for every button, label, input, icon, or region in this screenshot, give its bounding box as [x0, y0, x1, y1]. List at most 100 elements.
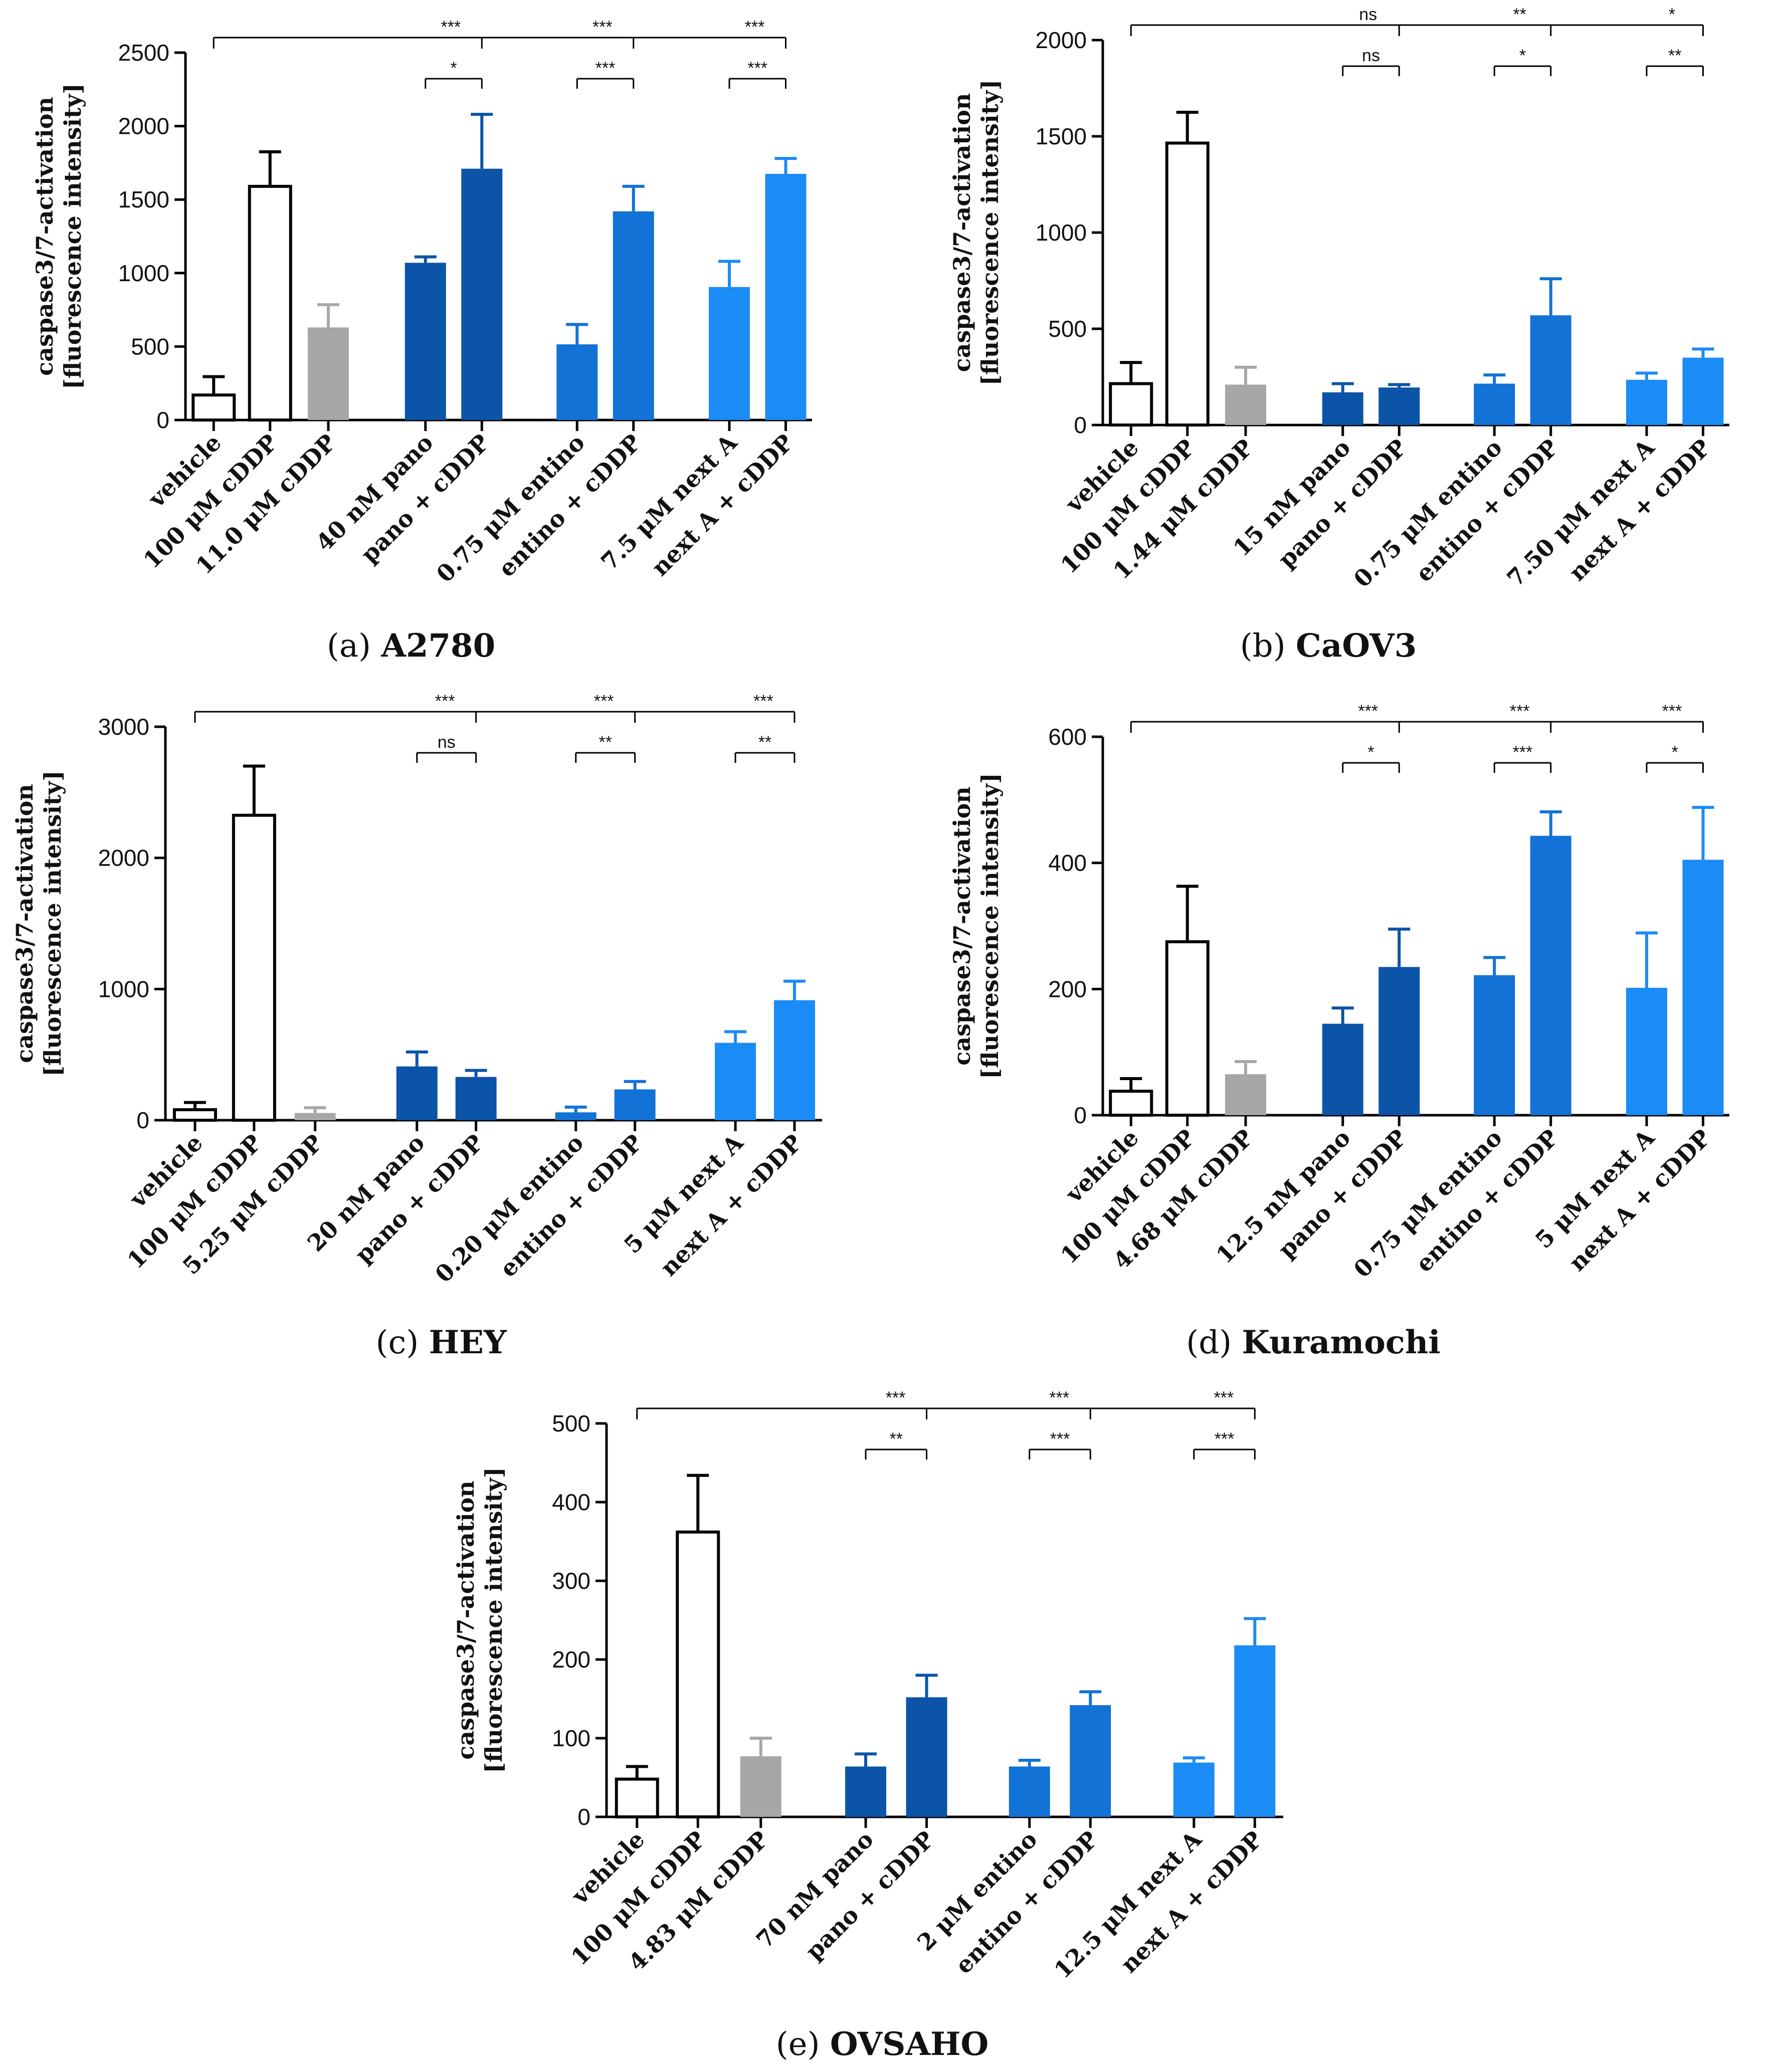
significance-label-pair: * [1519, 46, 1526, 65]
caption-letter: (a) [327, 628, 381, 665]
caption-letter: (d) [1186, 1324, 1242, 1361]
y-tick-label: 3000 [98, 714, 149, 740]
bar-1-44-m-cddp [1225, 384, 1266, 425]
bar-next-a-cddp [765, 173, 807, 420]
bar-15-nm-pano [1322, 392, 1363, 425]
significance-label-top: *** [753, 692, 773, 711]
panel-caption: (a) A2780 [327, 627, 495, 665]
bar-100-m-cddp [248, 184, 292, 422]
y-axis-title: caspase3/7-activation [31, 97, 58, 376]
bar-pano-cddp [455, 1077, 497, 1120]
bar-next-a-cddp [773, 1000, 815, 1120]
significance-label-pair: * [1367, 743, 1374, 762]
bar-100-m-cddp [1165, 940, 1210, 1117]
significance-label-top: *** [441, 18, 461, 37]
bar-100-m-cddp [1165, 141, 1210, 427]
y-tick-label: 0 [577, 1804, 590, 1830]
bar-7-50-m-next-a [1626, 379, 1667, 425]
y-tick-label: 200 [1048, 976, 1087, 1002]
y-tick-label: 300 [552, 1568, 590, 1594]
y-tick-label: 0 [1074, 412, 1087, 438]
significance-label-top: ** [1513, 5, 1526, 24]
y-tick-label: 400 [1048, 850, 1087, 876]
y-tick-label: 600 [1048, 724, 1087, 750]
chart-panel-d: 0 200 400 600 caspase3/7-activation [fluoresc… [948, 702, 1729, 1361]
bar-2-m-entino [1009, 1766, 1050, 1817]
y-tick-label: 2000 [98, 845, 149, 871]
y-tick-label: 2500 [118, 40, 169, 66]
chart-panel-a: 0 500 1000 1500 2000 2500 caspase3/7-activatio… [31, 18, 812, 665]
y-axis-subtitle: [fluorescence intensity] [59, 83, 86, 389]
bar-0-75-m-entino [1474, 383, 1515, 425]
bar-4-83-m-cddp [740, 1756, 781, 1817]
y-tick-label: 500 [131, 333, 169, 359]
bar-pano-cddp [1378, 967, 1420, 1115]
y-tick-label: 1000 [118, 260, 169, 286]
bar-entino-cddp [613, 211, 654, 420]
significance-label-pair: * [1672, 743, 1678, 762]
y-tick-label: 1000 [1036, 220, 1087, 246]
chart-panel-e: 0 100 200 300 400 500 caspase3/7-activation [fl… [452, 1388, 1283, 2063]
y-axis-subtitle: [fluorescence intensity] [976, 773, 1004, 1079]
bar-next-a-cddp [1682, 860, 1724, 1115]
y-tick-label: 0 [156, 407, 169, 433]
y-axis-subtitle: [fluorescence intensity] [39, 770, 66, 1077]
bar-5-m-next-a [715, 1043, 756, 1120]
significance-label-pair: *** [596, 59, 616, 78]
bar-40-nm-pano [405, 263, 446, 420]
y-tick-label: 1500 [118, 186, 169, 213]
caption-letter: (c) [375, 1324, 429, 1361]
caption-cell-line: A2780 [380, 627, 495, 665]
y-axis-title: caspase3/7-activation [948, 93, 975, 372]
significance-label-pair: ** [890, 1429, 903, 1448]
bar-11-0-m-cddp [308, 327, 349, 420]
bar-100-m-cddp [232, 813, 276, 1122]
bar-12-5-m-next-a [1173, 1762, 1215, 1817]
bar-entino-cddp [1530, 836, 1571, 1115]
significance-label-top: *** [435, 692, 455, 711]
bar-pano-cddp [906, 1697, 947, 1817]
bar-0-75-m-entino [1474, 975, 1515, 1115]
bar-0-20-m-entino [555, 1112, 597, 1120]
y-axis-title: caspase3/7-activation [948, 786, 975, 1066]
bar-pano-cddp [461, 168, 503, 420]
significance-label-top: *** [886, 1388, 906, 1407]
bar-vehicle [191, 393, 236, 422]
bar-20-nm-pano [396, 1066, 438, 1120]
y-axis-subtitle: [fluorescence intensity] [976, 80, 1004, 386]
y-tick-label: 500 [552, 1410, 590, 1436]
y-tick-label: 1500 [1036, 123, 1087, 149]
caption-cell-line: Kuramochi [1242, 1324, 1441, 1361]
panel-caption: (b) CaOV3 [1240, 627, 1417, 665]
panel-caption: (c) HEY [375, 1324, 507, 1361]
bar-0-75-m-entino [556, 344, 598, 420]
y-tick-label: 1000 [98, 976, 149, 1002]
caption-letter: (e) [776, 2026, 830, 2063]
significance-label-pair: ** [758, 733, 771, 752]
bar-12-5-nm-pano [1322, 1023, 1363, 1115]
significance-label-top: *** [1510, 702, 1530, 721]
significance-label-top: *** [594, 692, 614, 711]
bar-pano-cddp [1378, 387, 1420, 425]
significance-label-top: *** [1214, 1388, 1234, 1407]
bar-entino-cddp [1530, 315, 1571, 425]
significance-label-pair: ** [599, 733, 612, 752]
bar-5-m-next-a [1626, 987, 1667, 1115]
panel-caption: (d) Kuramochi [1186, 1324, 1440, 1361]
panel-caption: (e) OVSAHO [776, 2025, 989, 2063]
significance-label-top: *** [592, 18, 613, 37]
significance-label-pair: *** [1050, 1429, 1070, 1448]
y-axis-title: caspase3/7-activation [452, 1481, 479, 1760]
caption-letter: (b) [1240, 628, 1296, 665]
bar-70-nm-pano [845, 1766, 887, 1817]
y-tick-label: 400 [552, 1489, 590, 1515]
caption-cell-line: HEY [429, 1324, 507, 1361]
bar-vehicle [1109, 382, 1153, 427]
y-tick-label: 2000 [118, 113, 169, 139]
bar-next-a-cddp [1682, 357, 1724, 425]
significance-label-top: *** [745, 18, 765, 37]
caption-cell-line: CaOV3 [1296, 627, 1417, 665]
y-tick-label: 500 [1048, 316, 1087, 342]
significance-label-pair: * [450, 59, 457, 78]
